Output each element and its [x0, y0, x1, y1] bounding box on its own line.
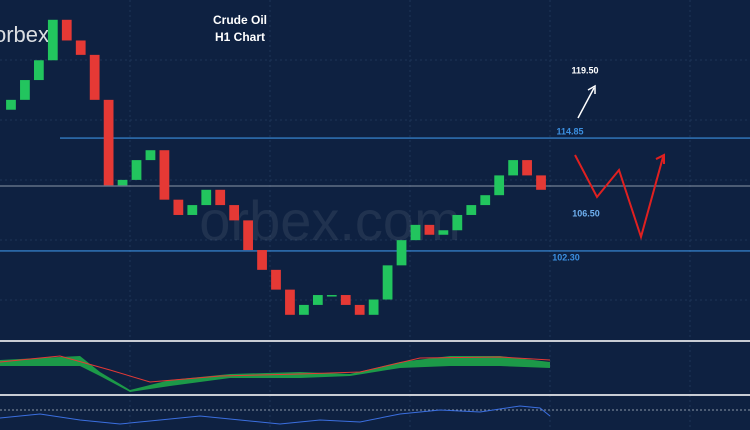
- candle: [452, 214, 463, 231]
- macd-panel: [0, 355, 551, 392]
- candle: [340, 295, 351, 305]
- candle: [159, 150, 170, 200]
- watermark: orbex.com: [199, 189, 460, 252]
- candle: [201, 189, 212, 206]
- candle: [117, 179, 128, 186]
- candle: [257, 250, 267, 270]
- target-label: 106.50: [572, 209, 600, 219]
- candle: [33, 60, 44, 81]
- candle: [271, 269, 281, 290]
- level-label: 114.85: [556, 126, 583, 136]
- target-arrow-head: [587, 84, 596, 94]
- rsi-panel: [0, 405, 750, 425]
- target-arrow: [577, 87, 595, 119]
- candle: [396, 240, 407, 266]
- chart-subtitle: H1 Chart: [215, 30, 265, 44]
- candle: [354, 304, 365, 315]
- candle: [522, 160, 532, 176]
- candle: [243, 220, 253, 251]
- projection-arrow-head: [655, 153, 665, 165]
- candle: [6, 99, 16, 110]
- candle: [312, 295, 323, 305]
- candle: [103, 99, 114, 186]
- projection-path: [574, 154, 664, 241]
- candle: [61, 19, 72, 41]
- target-label: 119.50: [571, 65, 598, 75]
- candle: [187, 205, 198, 215]
- candle: [131, 160, 142, 180]
- candle: [47, 19, 58, 61]
- candle: [173, 199, 184, 215]
- candle: [229, 205, 240, 221]
- candle: [145, 150, 156, 161]
- candle: [438, 230, 449, 235]
- candle: [299, 304, 309, 315]
- candle: [326, 295, 337, 297]
- candle: [20, 80, 30, 100]
- candle: [89, 54, 100, 100]
- candle: [466, 205, 477, 215]
- candle: [215, 189, 226, 206]
- candle: [285, 289, 295, 315]
- candle: [494, 175, 505, 196]
- logo: orbex: [0, 22, 49, 47]
- candle: [382, 265, 393, 300]
- candle: [424, 224, 435, 235]
- level-label: 102.30: [552, 252, 580, 262]
- candle: [480, 195, 491, 206]
- candle: [508, 160, 519, 176]
- candle: [410, 224, 421, 241]
- candle: [368, 299, 379, 315]
- chart-title: Crude Oil: [213, 13, 267, 27]
- candle: [75, 40, 86, 55]
- candle: [536, 175, 546, 190]
